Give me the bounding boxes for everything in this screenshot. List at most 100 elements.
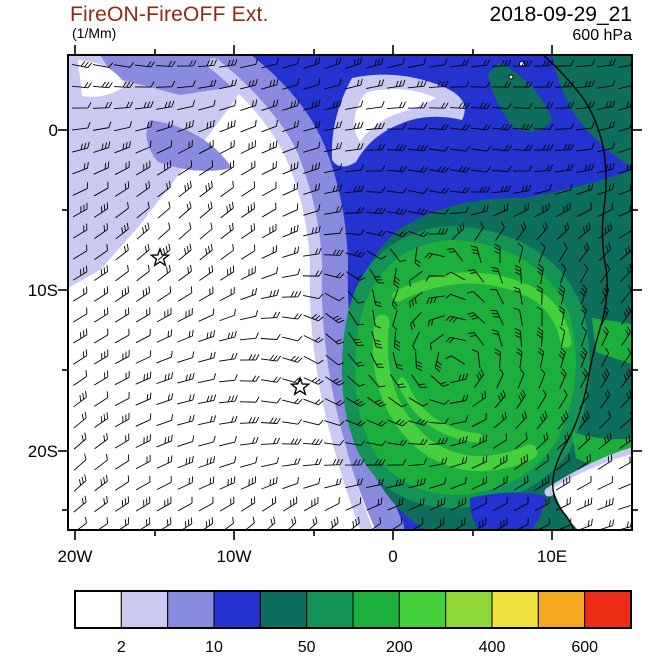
wind-barb (618, 476, 632, 490)
wind-barb (156, 496, 172, 512)
wind-barb (408, 188, 429, 194)
wind-barb (135, 120, 153, 132)
wind-barb (114, 371, 130, 386)
wind-barb (324, 420, 345, 426)
wind-barb (72, 141, 90, 153)
wind-barb (514, 432, 528, 450)
colorbar-cell (120, 590, 169, 629)
wind-barb (156, 160, 172, 176)
wind-barb (366, 79, 385, 90)
wind-barb (407, 458, 427, 467)
wind-barb (344, 185, 364, 194)
wind-barb (177, 308, 193, 323)
wind-barb (73, 516, 87, 530)
wind-barb (177, 120, 194, 133)
plot-title: FireON-FireOFF Ext. (70, 3, 269, 26)
wind-barb (408, 58, 427, 69)
wind-barb (445, 293, 466, 301)
wind-barb (579, 368, 589, 389)
wind-barb (407, 438, 428, 446)
wind-barb (491, 185, 511, 194)
wind-barb (240, 78, 258, 90)
wind-barb (577, 454, 591, 470)
wind-barb (198, 308, 215, 322)
wind-barb (324, 272, 345, 279)
wind-barb (598, 223, 612, 240)
colorbar-cell (306, 590, 354, 629)
wind-barb (282, 313, 302, 320)
wind-barb (135, 61, 155, 68)
wind-barb (324, 163, 343, 174)
wind-barb (621, 305, 631, 325)
wind-barb (261, 267, 279, 280)
wind-barb (575, 101, 595, 110)
wind-barb (136, 286, 151, 302)
wind-barb (408, 497, 425, 511)
wind-barb (73, 474, 87, 492)
wind-barb (386, 123, 407, 130)
colorbar-cell (445, 590, 493, 629)
wind-barb (533, 123, 554, 130)
wind-barb (470, 81, 491, 88)
wind-barb (371, 289, 382, 308)
wind-barb (303, 293, 324, 300)
wind-barb (198, 496, 214, 512)
wind-barb (72, 61, 93, 68)
wind-barb (555, 518, 572, 530)
wind-barb (93, 141, 111, 153)
wind-barb (157, 286, 172, 302)
colorbar-cell (352, 590, 400, 629)
wind-barb (303, 99, 321, 111)
wind-barb (470, 102, 491, 110)
colorbar-cell (74, 590, 122, 629)
wind-barb (387, 57, 405, 69)
wind-barb (135, 140, 152, 154)
wind-barb (220, 517, 234, 530)
wind-barb (391, 289, 399, 310)
wind-barb (262, 516, 276, 530)
wind-barb (445, 336, 466, 344)
wind-barb (157, 201, 171, 219)
wind-barb (558, 242, 568, 263)
wind-barb (597, 79, 616, 89)
wind-barb (282, 78, 300, 90)
wind-barb (450, 456, 468, 468)
wind-barb (240, 58, 259, 69)
wind-barb (323, 227, 343, 236)
colorbar-cell (537, 590, 586, 629)
wind-barb (348, 311, 364, 326)
wind-barb (580, 305, 587, 326)
wind-barb (135, 517, 151, 530)
wind-barb (156, 120, 174, 132)
wind-barb (445, 315, 466, 323)
wind-barb (620, 284, 632, 304)
wind-barb (94, 474, 108, 492)
wind-barb (323, 458, 344, 466)
wind-barb (324, 398, 345, 406)
lon-tick-label: 20W (58, 547, 93, 566)
wind-barb (579, 284, 588, 305)
wind-barb (219, 496, 235, 512)
wind-barb (559, 263, 567, 284)
wind-barb (115, 286, 130, 302)
wind-barb (114, 161, 130, 176)
wind-barb (94, 244, 108, 260)
wind-barb (261, 397, 282, 404)
wind-barb (409, 270, 423, 288)
wind-barb (392, 310, 398, 331)
wind-barb (471, 413, 487, 428)
wind-barb (597, 142, 615, 153)
wind-barb (576, 203, 592, 218)
wind-barb (450, 124, 470, 131)
wind-barb (282, 224, 299, 238)
wind-barb (556, 432, 570, 450)
wind-barb (471, 124, 491, 131)
wind-barb (261, 119, 278, 133)
wind-barb (366, 229, 387, 237)
wind-barb (393, 330, 401, 351)
wind-barb (136, 181, 150, 198)
wind-barb (534, 518, 550, 530)
wind-barb (261, 161, 277, 175)
wind-barb (240, 456, 258, 468)
